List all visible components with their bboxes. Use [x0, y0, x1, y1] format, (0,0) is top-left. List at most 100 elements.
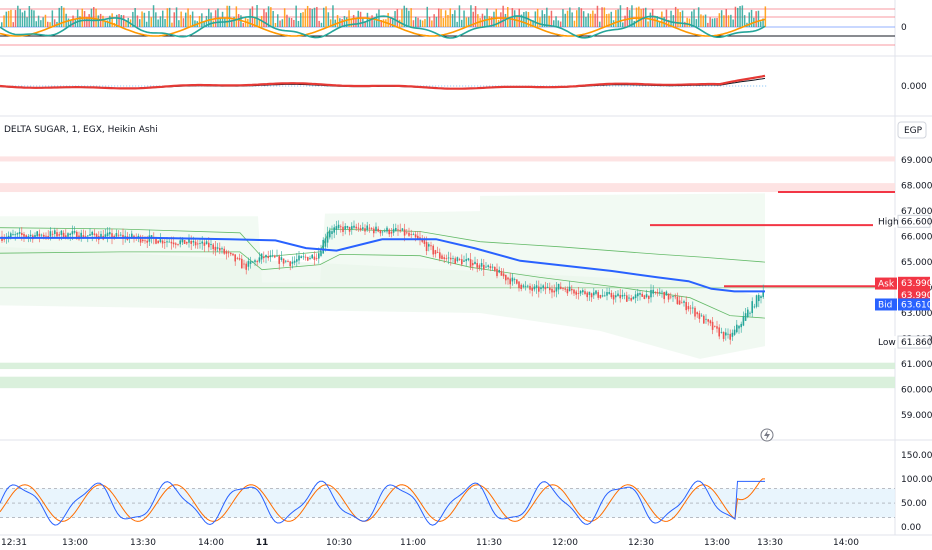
candle [538, 286, 540, 292]
candle [342, 226, 344, 232]
price-label-value: 61.860 [901, 338, 932, 348]
candle [260, 253, 263, 260]
osc-histogram-bar [191, 11, 194, 27]
candle [241, 258, 243, 269]
macd-histogram-bar [444, 85, 446, 87]
time-tick: 13:30 [130, 538, 156, 548]
candle [276, 255, 278, 257]
candle [56, 232, 58, 237]
candle [71, 231, 74, 235]
osc-histogram-bar [304, 9, 307, 27]
time-tick: 13:30 [757, 538, 783, 548]
macd-histogram-bar [627, 85, 629, 87]
price-label-last: 63.990 [898, 288, 932, 301]
candle [456, 257, 459, 262]
osc-histogram-bar [670, 10, 672, 27]
candle [311, 254, 313, 259]
candle [252, 261, 254, 263]
candle [557, 283, 560, 290]
candle [16, 233, 19, 235]
candle [711, 321, 714, 330]
candle [318, 253, 320, 259]
candle [619, 294, 621, 299]
osc-histogram-bar [313, 7, 316, 28]
candle [700, 315, 703, 317]
osc-histogram-bar [530, 19, 532, 27]
osc-histogram-bar [732, 19, 734, 27]
macd-histogram-bar [321, 85, 323, 87]
osc-histogram-bar [617, 9, 619, 27]
price-tick: 63.000 [901, 309, 932, 319]
osc-histogram-bar [695, 19, 698, 27]
price-label-box [897, 335, 931, 349]
macd-histogram-bar [285, 85, 287, 87]
macd-histogram-bar [495, 85, 497, 87]
osc-histogram-bar [440, 9, 442, 27]
candle [522, 285, 525, 287]
osc-histogram-bar [182, 18, 185, 27]
price-axis[interactable]: 69.00068.00067.00066.00065.00064.00063.0… [875, 23, 932, 533]
candle [212, 244, 214, 250]
candle [109, 232, 111, 235]
osc-histogram-bar [49, 22, 51, 27]
candle [357, 227, 360, 229]
osc-histogram-bar [438, 8, 440, 28]
candle [478, 265, 481, 269]
macd-histogram-bar [753, 85, 755, 87]
candle [639, 293, 641, 295]
macd-histogram-bar [144, 85, 146, 87]
candle [443, 257, 445, 259]
osc-histogram-bar [350, 19, 353, 27]
osc-histogram-bar [155, 12, 157, 27]
candle [392, 228, 395, 233]
macd-histogram-bar [741, 85, 743, 87]
candle [617, 293, 619, 297]
macd-histogram-bar [480, 85, 482, 87]
macd-histogram-bar [606, 85, 608, 87]
candle [681, 302, 683, 304]
candle [221, 248, 223, 250]
stoch-tick: 0.00 [901, 523, 921, 533]
candle [368, 227, 371, 229]
osc-histogram-bar [465, 17, 468, 27]
lightning-icon[interactable] [760, 428, 774, 442]
candle [265, 254, 267, 258]
candle [117, 234, 120, 236]
candle [582, 290, 584, 293]
currency-button[interactable]: EGP [897, 121, 927, 139]
osc-histogram-bar [37, 15, 40, 27]
stoch-tick: 100.00 [901, 475, 932, 485]
stoch-k-line [0, 480, 765, 526]
osc-histogram-bar [387, 12, 389, 27]
osc-histogram-bar [309, 8, 311, 28]
osc-histogram-bar [93, 7, 95, 27]
candle [93, 233, 96, 235]
osc-histogram-bar [159, 16, 162, 27]
osc-histogram-bar [539, 17, 541, 27]
candle [384, 231, 386, 233]
osc-histogram-bar [555, 16, 557, 27]
candle [161, 240, 164, 244]
candle [474, 261, 476, 265]
macd-histogram-bar [21, 85, 23, 87]
candle [667, 293, 670, 300]
osc-histogram-bar [764, 6, 767, 27]
time-axis[interactable]: 12:31 13:00 13:30 14:00 11 10:30 11:00 11:30 12:… [1, 538, 859, 548]
osc-histogram-bar [231, 19, 233, 27]
candle [91, 231, 93, 235]
candle [346, 226, 349, 228]
macd-histogram-bar [129, 85, 131, 87]
candle [289, 261, 291, 267]
osc-histogram-bar [302, 12, 304, 27]
osc-histogram-bar [102, 15, 104, 27]
osc-histogram-bar [424, 19, 426, 27]
candle [648, 295, 650, 299]
macd-histogram-bar [66, 85, 68, 87]
osc-histogram-bar [741, 5, 744, 28]
candle [716, 326, 718, 329]
candle [65, 235, 67, 239]
osc-histogram-bar [444, 10, 447, 27]
candle [439, 252, 441, 259]
candle [472, 263, 474, 266]
